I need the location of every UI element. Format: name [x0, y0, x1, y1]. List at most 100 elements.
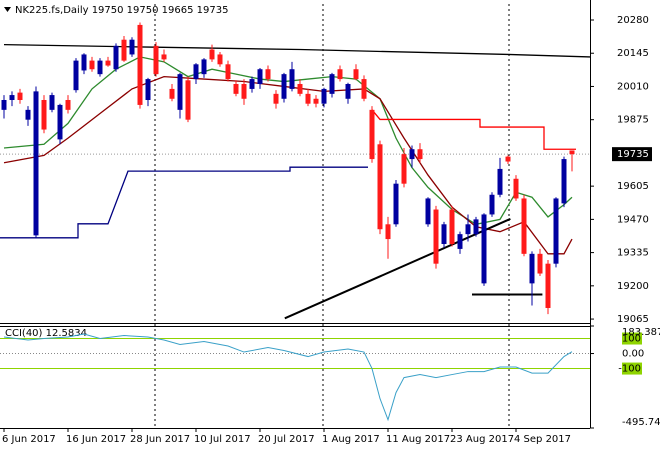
candle-body: [425, 198, 431, 225]
candle-body: [465, 224, 471, 235]
candle-body: [17, 92, 23, 100]
candle-body: [193, 64, 199, 80]
x-tick-label: 10 Jul 2017: [194, 434, 251, 445]
candle-body: [65, 99, 71, 110]
candle-body: [281, 74, 287, 99]
candle-body: [489, 194, 495, 215]
x-tick-label: 6 Jun 2017: [2, 434, 56, 445]
frame: [0, 0, 591, 429]
candle-body: [569, 150, 575, 155]
y2-tick-label: 0.00: [622, 349, 644, 360]
candle-body: [161, 54, 167, 60]
candle-body: [73, 60, 79, 91]
candle-body: [521, 198, 527, 254]
level-label: -100: [618, 364, 641, 375]
candle-body: [441, 224, 447, 244]
candle-body: [545, 263, 551, 308]
candle-body: [225, 64, 231, 80]
candle-body: [313, 98, 319, 104]
y-tick-label: 19605: [617, 181, 649, 192]
candle-body: [497, 168, 503, 195]
candle-body: [121, 39, 127, 61]
candle-body: [297, 83, 303, 94]
price-label: 19735: [617, 149, 649, 160]
candle-body: [369, 109, 375, 160]
candle-body: [457, 234, 463, 249]
candle-body: [393, 183, 399, 225]
x-tick-label: 4 Sep 2017: [514, 434, 571, 445]
x-tick-label: 1 Aug 2017: [322, 434, 380, 445]
y-tick-label: 19335: [617, 248, 649, 259]
candle-body: [1, 99, 7, 110]
candle-body: [217, 54, 223, 65]
candle-body: [401, 154, 407, 184]
candle-body: [201, 59, 207, 75]
y-tick-label: 19875: [617, 115, 649, 126]
x-tick-label: 23 Aug 2017: [450, 434, 514, 445]
y-tick-label: 20010: [617, 81, 649, 92]
x-tick-label: 28 Jun 2017: [130, 434, 190, 445]
y2-tick-label: 183.3872: [622, 327, 660, 338]
indicator-line: [3, 43, 591, 58]
chart-title: NK225.fs,Daily 19750 19750 19665 19735: [15, 5, 228, 16]
y-tick-label: 19065: [617, 314, 649, 325]
candle-body: [233, 83, 239, 94]
x-tick-label: 16 Jun 2017: [66, 434, 126, 445]
candle-body: [473, 219, 479, 235]
level-label: 100: [622, 334, 641, 345]
candle-body: [361, 79, 367, 99]
candle-body: [169, 88, 175, 99]
level-label-box: [622, 332, 642, 345]
candle-body: [241, 83, 247, 99]
candle-body: [529, 253, 535, 284]
candle-body: [305, 93, 311, 104]
candle-body: [177, 74, 183, 110]
candle-body: [33, 91, 39, 236]
indicator-title: CCI(40) 12.5834: [5, 328, 87, 339]
candle-body: [449, 209, 455, 244]
candle-body: [505, 156, 511, 162]
cci-line: [3, 333, 573, 422]
y-tick-label: 19470: [617, 214, 649, 225]
candle-body: [105, 60, 111, 66]
candle-body: [113, 45, 119, 70]
y2-tick-label: -495.749: [622, 417, 660, 428]
candle-body: [377, 144, 383, 230]
y-tick-label: 20145: [617, 48, 649, 59]
candle-body: [417, 149, 423, 160]
candle-body: [433, 209, 439, 264]
y-tick-label: 19200: [617, 281, 649, 292]
indicator-line: [284, 217, 511, 320]
candle-body: [57, 104, 63, 140]
candle-body: [265, 69, 271, 80]
candle-body: [409, 149, 415, 160]
candle-body: [329, 74, 335, 94]
indicator-line: [0, 166, 368, 239]
candle-body: [145, 79, 151, 100]
candle-body: [129, 39, 135, 55]
period-separators: [154, 4, 510, 428]
indicator-line: [371, 109, 576, 150]
candle-body: [9, 95, 15, 100]
candle-body: [137, 24, 143, 105]
candle-body: [289, 69, 295, 89]
candle-body: [257, 69, 263, 84]
candle-body: [321, 88, 327, 104]
candle-body: [345, 83, 351, 99]
candle-body: [561, 159, 567, 204]
menu-arrow: [4, 7, 11, 12]
candle-body: [25, 109, 31, 120]
candle-body: [249, 79, 255, 89]
candle-body: [513, 178, 519, 199]
candle-body: [49, 95, 55, 110]
candle-body: [209, 49, 215, 60]
x-tick-label: 20 Jul 2017: [258, 434, 315, 445]
candle-body: [97, 60, 103, 75]
x-tick-label: 11 Aug 2017: [386, 434, 450, 445]
candle-body: [89, 60, 95, 70]
candle-body: [41, 99, 47, 130]
candle-body: [185, 80, 191, 120]
candle-body: [273, 93, 279, 104]
level-label-box: [622, 362, 642, 375]
